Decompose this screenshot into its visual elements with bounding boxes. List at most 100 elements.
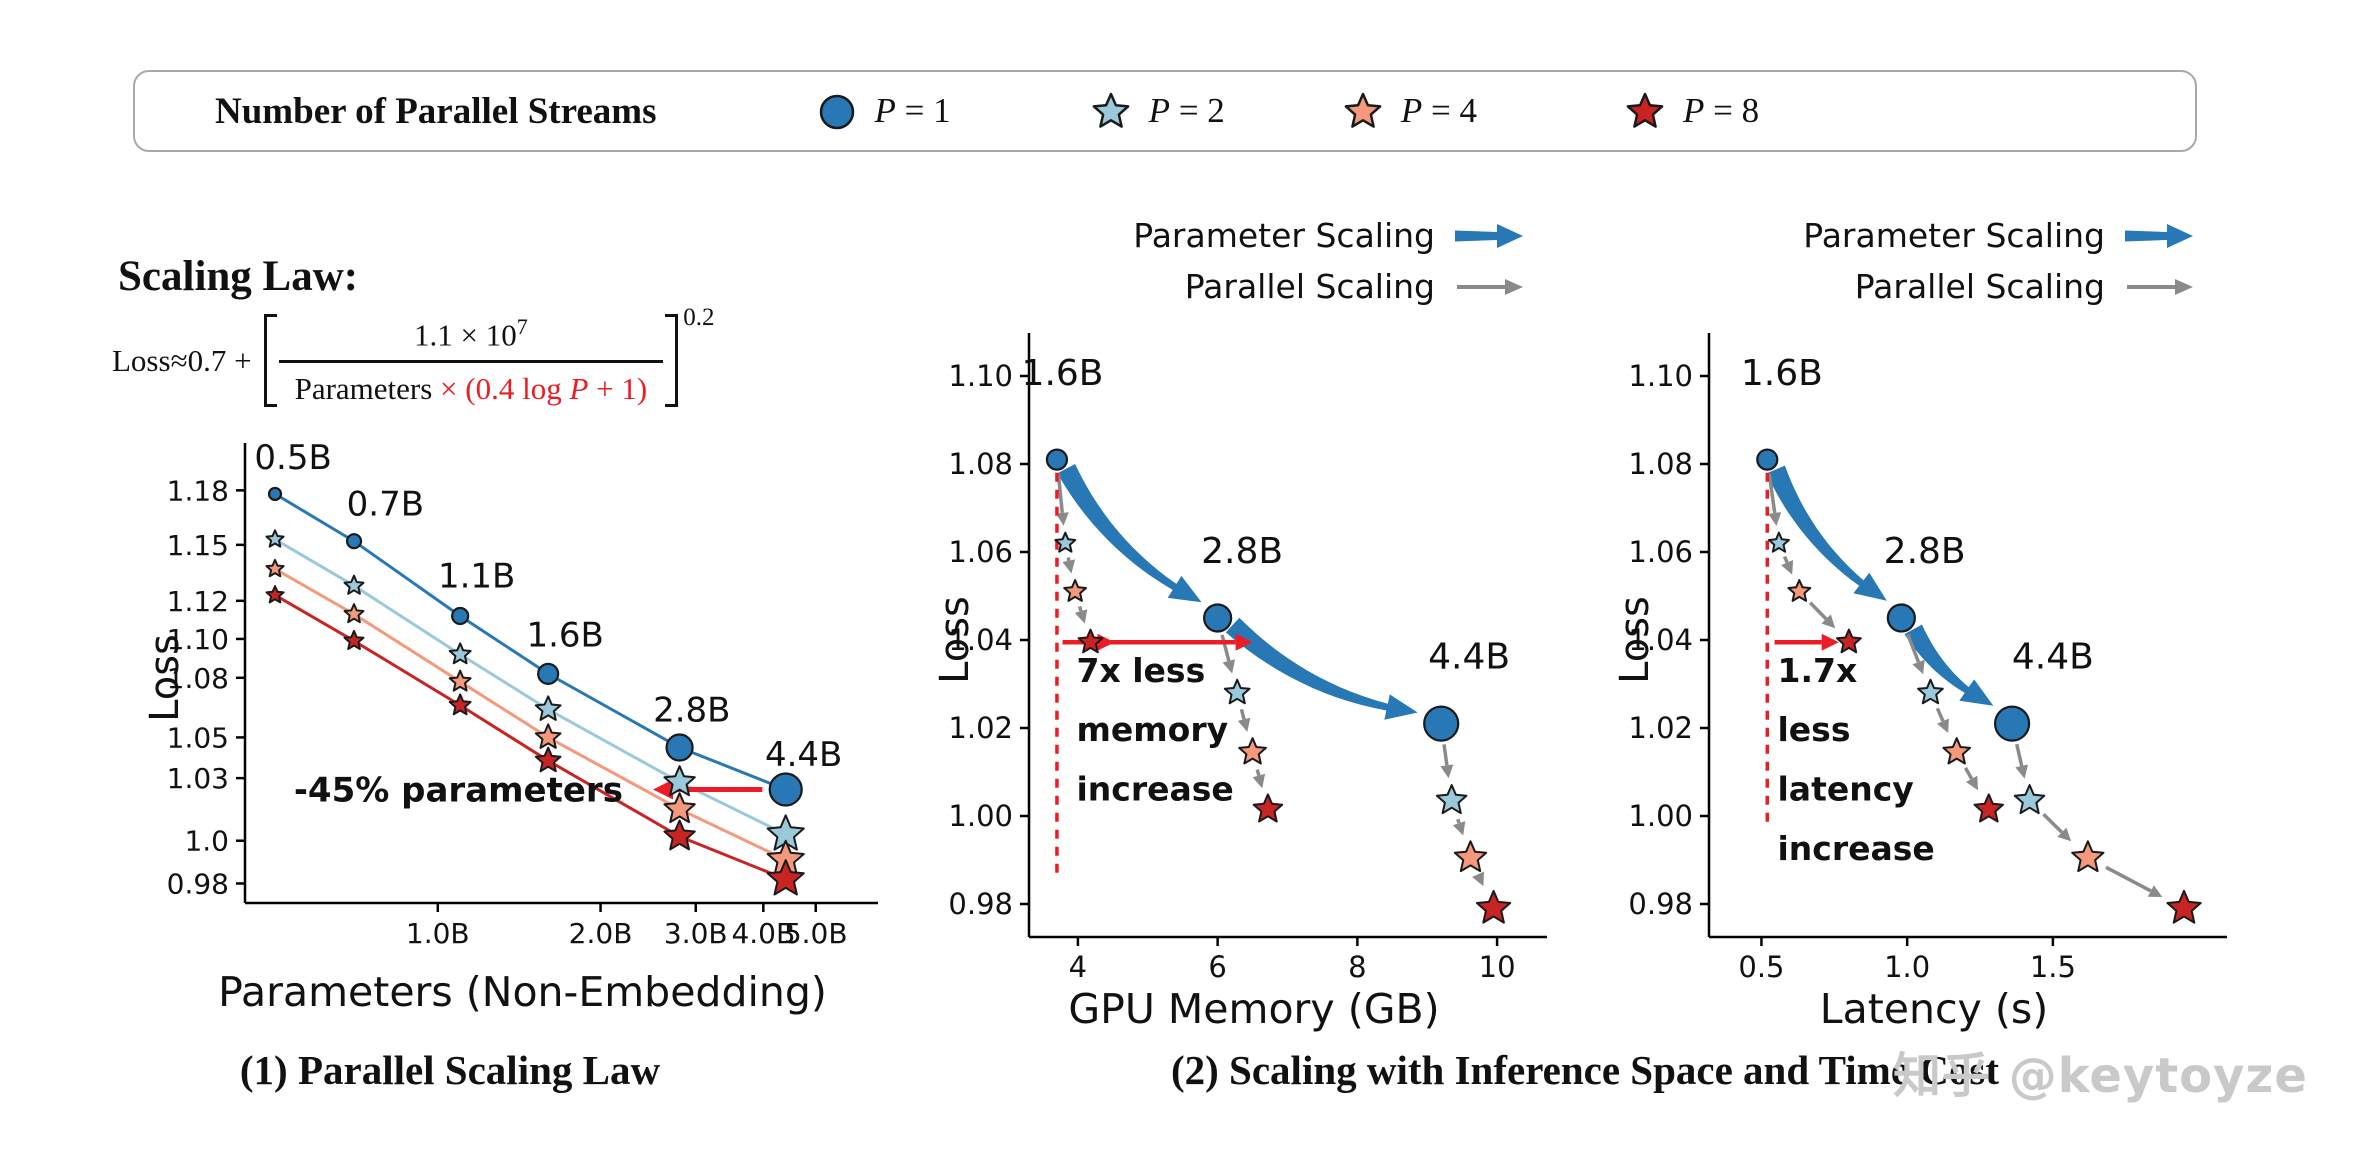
legend-item-p4: P = 4 xyxy=(1341,89,1477,133)
point-4.4B-p4 xyxy=(1453,840,1488,873)
p-var: P xyxy=(1682,91,1705,130)
parallel-scaling-arrow xyxy=(1963,767,1974,780)
p2-star-shape xyxy=(1092,92,1130,128)
point-4.4B-p8 xyxy=(2166,889,2202,924)
y-tick-label: 0.98 xyxy=(948,887,1013,921)
point-1.6B-p4 xyxy=(1063,579,1087,602)
red-annotation-text: 1.7x xyxy=(1777,651,1857,690)
y-tick-label: 1.00 xyxy=(948,799,1013,833)
parallel-scaling-label: Parallel Scaling xyxy=(1854,267,2105,306)
y-tick-label: 0.98 xyxy=(167,867,229,900)
model-size-label: 2.8B xyxy=(653,690,730,730)
model-size-label: 2.8B xyxy=(1201,531,1283,572)
model-size-label: 4.4B xyxy=(765,735,842,775)
parallel-scaling-arrow xyxy=(1781,560,1794,575)
parameter-scaling-label: Parameter Scaling xyxy=(1133,216,1435,255)
chart2-legend-parallel-scaling: Parallel Scaling xyxy=(1185,267,1525,306)
point-p2 xyxy=(663,765,696,797)
y-tick-label: 1.08 xyxy=(1628,447,1693,481)
scaling-law-heading: Scaling Law: xyxy=(118,253,359,300)
point-p4 xyxy=(448,669,472,692)
point-p2 xyxy=(343,574,365,595)
p-value: = 2 xyxy=(1170,91,1225,130)
p-value: = 8 xyxy=(1704,91,1760,130)
model-size-label: 4.4B xyxy=(1428,637,1510,678)
caption-panel1: (1) Parallel Scaling Law xyxy=(239,1047,661,1093)
point-p1 xyxy=(665,733,694,762)
model-size-label: 1.6B xyxy=(1741,353,1823,394)
point-2.8B-p2 xyxy=(1917,678,1944,705)
p-var: P xyxy=(874,91,896,130)
point-p8 xyxy=(766,859,805,896)
formula-const: 0.7 + xyxy=(187,342,252,378)
chart3-x-axis-label: Latency (s) xyxy=(1819,985,2049,1033)
parallel-scaling-arrow xyxy=(1912,659,1925,675)
legend-bar: Number of Parallel Streams P = 1 P = 2 P… xyxy=(133,70,2197,152)
red-annotation-text: memory xyxy=(1077,710,1229,749)
series-line-p4 xyxy=(274,567,787,862)
point-1.6B-p4 xyxy=(1787,579,1812,602)
point-p2 xyxy=(265,529,285,548)
chart3-legend-parameter-scaling: Parameter Scaling xyxy=(1803,216,2195,255)
point-2.8B-p4 xyxy=(1238,737,1267,765)
parallel-scaling-arrow xyxy=(2147,885,2163,897)
p-value: = 4 xyxy=(1422,91,1477,130)
point-p8 xyxy=(448,693,472,716)
x-tick-label: 1.5 xyxy=(2030,950,2076,984)
point-1.6B-p2 xyxy=(1768,531,1790,553)
y-tick-label: 1.02 xyxy=(1628,711,1693,745)
numerator-base: 1.1 × 10 xyxy=(414,317,517,353)
y-tick-label: 1.04 xyxy=(948,623,1013,657)
red-post: + 1) xyxy=(588,371,648,407)
y-axis-label: Loss xyxy=(932,596,978,684)
x-tick-label: 4.0B xyxy=(731,917,795,950)
parameter-reduction-arrow xyxy=(653,779,673,800)
p2-star-icon xyxy=(1092,92,1130,128)
y-axis-label: Loss xyxy=(142,634,188,722)
chart2-legend: Parameter Scaling Parallel Scaling xyxy=(985,216,1525,306)
p8-star-shape xyxy=(1626,92,1664,128)
x-tick-label: 0.5 xyxy=(1738,950,1784,984)
point-p1 xyxy=(451,606,470,626)
formula-fraction: 1.1 × 107 Parameters × (0.4 log P + 1) xyxy=(278,314,664,407)
point-2.8B-p4 xyxy=(1942,737,1971,765)
chart2-x-axis-label: GPU Memory (GB) xyxy=(1068,985,1440,1033)
parallel-scaling-arrow xyxy=(2105,865,2152,893)
point-1.6B-p1 xyxy=(1045,448,1069,471)
parameter-scaling-arrow xyxy=(1766,465,1887,601)
point-1.6B-p8 xyxy=(1836,628,1862,654)
y-axis-label: Loss xyxy=(1612,596,1658,684)
p8-star-icon xyxy=(1626,92,1664,128)
fraction-numerator: 1.1 × 107 xyxy=(398,314,544,360)
parallel-scaling-arrow xyxy=(1237,717,1251,732)
chart3-legend-parallel-scaling: Parallel Scaling xyxy=(1855,267,2195,306)
p-var: P xyxy=(1400,91,1423,130)
parallel-scaling-arrow xyxy=(1255,769,1261,777)
parallel-scaling-arrow xyxy=(1808,601,1828,621)
x-tick-label: 3.0B xyxy=(664,917,728,950)
x-tick-label: 10 xyxy=(1479,950,1516,984)
red-annotation-text: 7x less xyxy=(1077,651,1206,690)
bracket-exponent: 0.2 xyxy=(683,304,715,331)
parallel-scaling-arrow xyxy=(1935,707,1945,722)
parameter-scaling-arrow-icon xyxy=(1455,223,1523,248)
legend-item-p1: P = 1 xyxy=(815,89,951,133)
red-var: P xyxy=(569,371,589,407)
parallel-scaling-arrow xyxy=(1220,634,1231,662)
legend-item-p8-label: P = 8 xyxy=(1683,91,1759,131)
parallel-scaling-arrow xyxy=(1066,557,1071,562)
y-tick-label: 1.0 xyxy=(184,825,229,858)
parallel-scaling-arrow xyxy=(1074,609,1088,624)
parallel-scaling-arrow xyxy=(1062,559,1076,574)
parallel-scaling-arrow xyxy=(1937,718,1949,733)
parallel-scaling-arrow xyxy=(2042,813,2064,834)
point-4.4B-p1 xyxy=(1993,705,2031,742)
x-tick-label: 8 xyxy=(1348,950,1366,984)
x-tick-label: 6 xyxy=(1208,950,1226,984)
red-annotation-text: increase xyxy=(1077,770,1234,809)
y-tick-label: 1.06 xyxy=(948,535,1013,569)
point-p4 xyxy=(265,558,285,578)
watermark: 知乎 @keytoyze xyxy=(1893,1048,2308,1104)
point-1.6B-p8 xyxy=(1077,628,1104,654)
point-2.8B-p1 xyxy=(1203,603,1233,633)
